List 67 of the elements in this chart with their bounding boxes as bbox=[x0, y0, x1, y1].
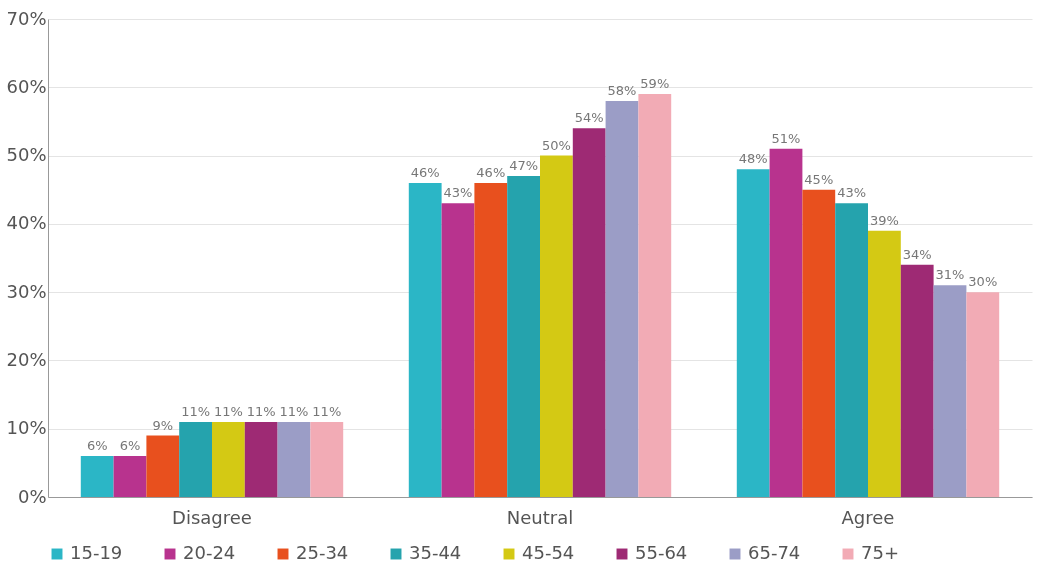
data-label: 46% bbox=[410, 164, 440, 180]
y-tick-label: 70% bbox=[6, 7, 47, 29]
data-label: 6% bbox=[119, 438, 141, 454]
legend-label: 25-34 bbox=[296, 542, 349, 563]
legend-label: 75+ bbox=[861, 542, 899, 563]
x-tick-label: Neutral bbox=[506, 506, 574, 528]
y-tick-label: 0% bbox=[17, 485, 47, 507]
legend-label: 65-74 bbox=[748, 542, 801, 563]
x-tick-label: Agree bbox=[841, 506, 895, 528]
data-label: 31% bbox=[935, 267, 965, 283]
data-label: 11% bbox=[312, 403, 342, 419]
data-label: 59% bbox=[640, 76, 670, 92]
bar bbox=[310, 421, 344, 497]
data-label: 51% bbox=[771, 130, 801, 146]
bar bbox=[179, 421, 212, 497]
legend-label: 35-44 bbox=[409, 542, 462, 563]
data-label: 47% bbox=[509, 158, 539, 174]
bar bbox=[80, 456, 114, 497]
bar bbox=[474, 182, 508, 497]
legend-label: 20-24 bbox=[183, 542, 236, 563]
legend-label: 15-19 bbox=[70, 542, 123, 563]
data-label: 45% bbox=[804, 171, 834, 187]
x-tick-label: Disagree bbox=[172, 506, 252, 528]
data-label: 58% bbox=[607, 82, 637, 98]
bar bbox=[277, 421, 311, 497]
data-label: 9% bbox=[152, 417, 174, 433]
bar bbox=[638, 94, 672, 497]
data-label: 11% bbox=[181, 403, 211, 419]
bar bbox=[441, 203, 475, 497]
bar bbox=[605, 100, 639, 497]
data-label: 48% bbox=[738, 151, 768, 167]
bar bbox=[146, 435, 180, 497]
data-label: 39% bbox=[869, 212, 899, 228]
legend-label: 55-64 bbox=[635, 542, 688, 563]
legend-label: 45-54 bbox=[522, 542, 575, 563]
data-label: 6% bbox=[86, 438, 108, 454]
bar bbox=[769, 148, 803, 497]
data-label: 54% bbox=[574, 110, 604, 126]
data-label: 34% bbox=[902, 246, 932, 262]
bar bbox=[900, 264, 934, 497]
data-label: 50% bbox=[541, 137, 571, 153]
data-label: 11% bbox=[213, 403, 243, 419]
bar bbox=[572, 128, 606, 497]
bar bbox=[868, 230, 901, 497]
bar bbox=[507, 176, 540, 497]
y-tick-label: 10% bbox=[6, 417, 47, 439]
y-tick-label: 50% bbox=[6, 144, 47, 166]
bar bbox=[212, 421, 245, 497]
y-tick-label: 40% bbox=[6, 212, 47, 234]
bar bbox=[933, 285, 967, 497]
bar bbox=[736, 169, 770, 497]
data-label: 11% bbox=[279, 403, 309, 419]
data-label: 30% bbox=[968, 274, 998, 290]
bar bbox=[835, 203, 868, 497]
bar bbox=[244, 421, 278, 497]
y-tick-label: 60% bbox=[6, 75, 47, 97]
bar bbox=[540, 155, 573, 497]
data-label: 43% bbox=[837, 185, 867, 201]
data-label: 46% bbox=[476, 164, 506, 180]
bar bbox=[113, 456, 147, 497]
bar bbox=[802, 189, 836, 497]
data-label: 43% bbox=[443, 185, 473, 201]
bar bbox=[408, 182, 442, 497]
y-tick-label: 30% bbox=[6, 280, 47, 302]
data-label: 11% bbox=[246, 403, 276, 419]
bar bbox=[966, 292, 1000, 497]
y-tick-label: 20% bbox=[6, 348, 47, 370]
